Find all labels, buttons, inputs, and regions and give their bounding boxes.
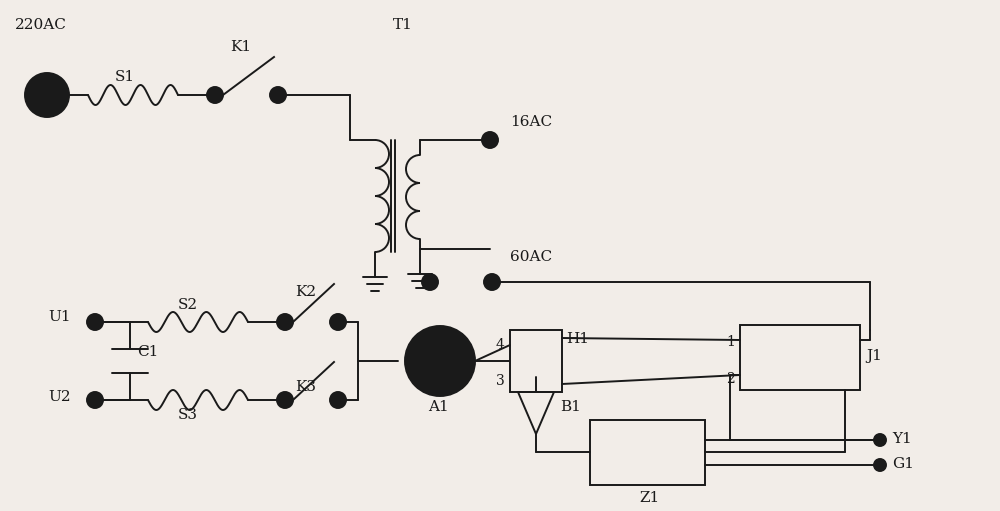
Circle shape <box>482 132 498 148</box>
Text: 3: 3 <box>496 374 505 388</box>
Text: Z1: Z1 <box>639 491 659 505</box>
Text: U2: U2 <box>48 390 71 404</box>
Text: 4: 4 <box>496 338 505 352</box>
Circle shape <box>874 459 886 471</box>
Text: 16AC: 16AC <box>510 115 552 129</box>
Circle shape <box>270 87 286 103</box>
Circle shape <box>87 314 103 330</box>
Text: Y1: Y1 <box>892 432 912 446</box>
Text: T1: T1 <box>393 18 413 32</box>
Text: S3: S3 <box>178 408 198 422</box>
Text: U1: U1 <box>48 310 71 324</box>
Circle shape <box>87 392 103 408</box>
Circle shape <box>207 87 223 103</box>
Text: B1: B1 <box>560 400 581 414</box>
Circle shape <box>277 392 293 408</box>
Text: G1: G1 <box>892 457 914 471</box>
Text: K3: K3 <box>295 380 316 394</box>
Text: K2: K2 <box>295 285 316 299</box>
Text: A1: A1 <box>428 400 449 414</box>
Circle shape <box>405 326 475 396</box>
Circle shape <box>484 274 500 290</box>
Circle shape <box>25 73 69 117</box>
Text: S2: S2 <box>178 298 198 312</box>
Circle shape <box>874 434 886 446</box>
Circle shape <box>330 392 346 408</box>
Circle shape <box>330 314 346 330</box>
Text: C1: C1 <box>137 345 158 359</box>
Text: 60AC: 60AC <box>510 250 552 264</box>
Circle shape <box>422 274 438 290</box>
Text: 1: 1 <box>726 335 735 349</box>
Bar <box>590 420 705 485</box>
Text: S1: S1 <box>115 70 135 84</box>
Text: 220AC: 220AC <box>15 18 67 32</box>
Text: A: A <box>432 352 448 370</box>
Bar <box>740 325 860 390</box>
Text: 2: 2 <box>726 372 735 386</box>
Text: K1: K1 <box>230 40 251 54</box>
Text: H1: H1 <box>566 332 589 346</box>
Bar <box>510 330 562 392</box>
Text: J1: J1 <box>866 349 882 363</box>
Circle shape <box>277 314 293 330</box>
